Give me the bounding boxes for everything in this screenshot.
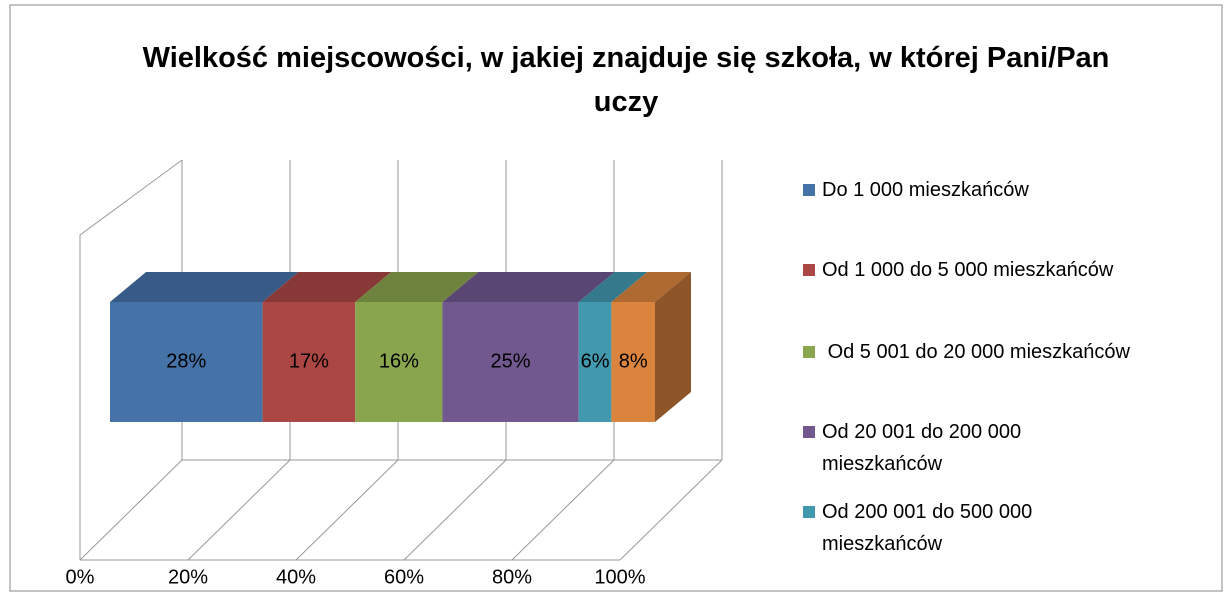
grid-line — [403, 459, 507, 561]
grid-line — [511, 459, 615, 561]
bar-top — [578, 272, 648, 302]
bar — [442, 302, 579, 422]
legend-swatch — [803, 184, 815, 196]
legend-entry: Od 1 000 do 5 000 mieszkańców — [803, 254, 1222, 286]
data-label: 16% — [379, 350, 419, 372]
legend-entry: Do 1 000 mieszkańców — [803, 174, 1222, 206]
bar-side — [655, 272, 691, 422]
grid-line — [79, 459, 183, 561]
chart-frame — [9, 4, 1223, 592]
legend-swatch — [803, 426, 815, 438]
x-tick-label: 0% — [66, 566, 95, 588]
data-label: 25% — [491, 350, 531, 372]
data-label: 8% — [619, 350, 648, 372]
x-tick-label: 60% — [384, 566, 424, 588]
bar-top — [355, 272, 479, 302]
legend-label: Od 5 001 do 20 000 mieszkańców — [822, 341, 1130, 363]
bar — [578, 302, 612, 422]
bar — [355, 302, 443, 422]
data-label: 6% — [581, 350, 610, 372]
legend-label: Od 200 001 do 500 000 mieszkańców — [822, 501, 1038, 555]
grid-line — [295, 459, 399, 561]
x-tick-label: 20% — [168, 566, 208, 588]
side-wall — [79, 159, 183, 560]
bar-top — [110, 272, 299, 302]
chart-title: Wielkość miejscowości, w jakiej znajduje… — [142, 42, 1110, 118]
legend-entry: Od 5 001 do 20 000 mieszkańców — [803, 336, 1222, 368]
bar-top — [262, 272, 392, 302]
legend-swatch — [803, 264, 815, 276]
legend-entry: Od 200 001 do 500 000 mieszkańców — [803, 496, 1082, 560]
bar — [110, 302, 263, 422]
legend-swatch — [803, 346, 815, 358]
data-label: 17% — [289, 350, 329, 372]
legend-label: Od 20 001 do 200 000 mieszkańców — [822, 421, 1027, 475]
x-tick-label: 40% — [276, 566, 316, 588]
legend-label: Od 1 000 do 5 000 mieszkańców — [822, 259, 1114, 281]
grid-line — [619, 459, 723, 561]
legend-entry: Od 20 001 do 200 000 mieszkańców — [803, 416, 1082, 480]
x-tick-label: 100% — [594, 566, 645, 588]
legend-swatch — [803, 506, 815, 518]
data-label: 28% — [166, 350, 206, 372]
bar-top — [611, 272, 691, 302]
x-tick-label: 80% — [492, 566, 532, 588]
grid-line — [187, 459, 291, 561]
legend-label: Do 1 000 mieszkańców — [822, 179, 1029, 201]
bar-top — [442, 272, 615, 302]
bar — [262, 302, 356, 422]
bar — [611, 302, 655, 422]
